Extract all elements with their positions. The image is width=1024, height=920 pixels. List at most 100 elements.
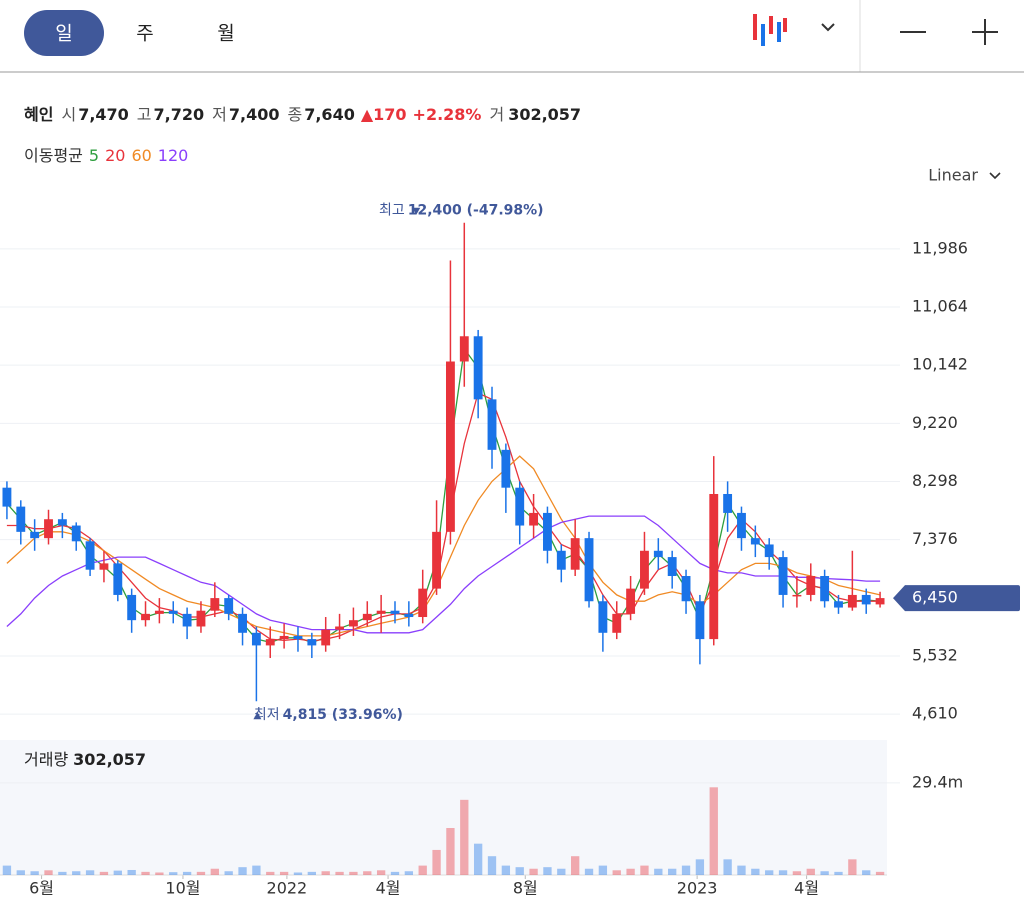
candle-body	[681, 576, 691, 602]
volume-bar	[695, 859, 705, 875]
candle-body	[626, 588, 636, 614]
info-text: 7,720	[154, 105, 205, 124]
info-text: 혜인	[24, 105, 53, 124]
candle-body	[44, 519, 53, 539]
high-marker: 최고 12,400 (-47.98%)	[379, 203, 544, 219]
volume-bar	[460, 799, 469, 875]
volume-bar	[806, 868, 815, 875]
candle-body	[362, 613, 372, 621]
volume-bar	[307, 871, 316, 875]
candle-body	[529, 512, 539, 526]
candle-body	[861, 594, 871, 605]
volume-bar	[30, 871, 39, 875]
info-text: 5	[89, 146, 99, 165]
y-tick-label: 7,376	[912, 529, 958, 548]
volume-bar	[321, 871, 330, 875]
volume-bar	[99, 871, 109, 875]
x-tick-label: 10월	[165, 879, 200, 898]
candle-body	[127, 594, 137, 621]
volume-bar	[169, 872, 178, 875]
volume-bar	[335, 871, 344, 875]
candle-body	[196, 610, 206, 627]
volume-title-text: 거래량	[24, 750, 68, 769]
candle-body	[238, 613, 247, 633]
candle-body	[99, 563, 109, 570]
volume-bar	[515, 867, 524, 875]
candle-body	[792, 594, 802, 597]
volume-bar	[709, 787, 718, 875]
scale-select[interactable]: Linear	[928, 166, 978, 185]
current-price-label: 6,450	[912, 588, 958, 607]
zoom-in[interactable]	[972, 19, 998, 45]
info-text: 7,640	[304, 105, 355, 124]
volume-bar	[792, 871, 802, 875]
volume-bar	[418, 865, 427, 875]
volume-bar	[2, 865, 12, 875]
volume-bar	[72, 871, 81, 875]
volume-bar	[723, 859, 732, 875]
volume-bar	[640, 865, 649, 875]
info-text: 고	[137, 105, 152, 124]
candle-body	[265, 639, 275, 646]
volume-bar	[224, 871, 233, 875]
candle-body	[390, 610, 400, 614]
low-marker-value: 4,815 (33.96%)	[283, 707, 403, 723]
volume-bar	[654, 868, 663, 875]
candle-body	[141, 613, 150, 621]
tab-day[interactable]: 일	[55, 23, 72, 45]
candle-body	[737, 512, 746, 539]
y-tick-label: 11,986	[912, 238, 968, 257]
volume-bar	[252, 865, 261, 875]
volume-bar	[778, 870, 788, 875]
volume-bar	[293, 872, 303, 875]
volume-bar	[834, 871, 843, 875]
candle-body	[432, 531, 442, 589]
candle-body	[584, 538, 594, 602]
candle-body	[279, 635, 289, 640]
candle-body	[640, 550, 649, 589]
info-text: 거	[489, 105, 504, 124]
tab-day-bg[interactable]	[24, 10, 104, 56]
volume-bar	[626, 868, 635, 875]
candle-body	[487, 399, 497, 450]
scale-chevron[interactable]	[989, 172, 1001, 180]
candle-body	[543, 512, 552, 551]
stock-info: 혜인 시 7,470 고 7,720 저 7,400 종 7,640 ▲170 +2.28% 거 302…	[24, 105, 581, 124]
x-tick-label: 2023	[677, 879, 718, 898]
candle-body	[168, 610, 178, 614]
tab-week[interactable]: 주	[136, 23, 153, 45]
volume-bar	[196, 871, 206, 875]
candle-body	[764, 544, 774, 558]
low-marker-arrow	[253, 712, 262, 720]
chart-type-icon[interactable]	[753, 14, 787, 46]
volume-bar	[44, 870, 53, 875]
info-text: ▲170	[361, 105, 407, 124]
candle-body	[293, 635, 303, 640]
info-text: 저	[212, 105, 227, 124]
candle-body	[806, 576, 816, 595]
volume-bar	[571, 856, 580, 875]
volume-bar	[238, 867, 247, 875]
candle-body	[445, 361, 455, 532]
candle-body	[418, 588, 428, 618]
volume-bar	[668, 868, 677, 875]
volume-bar	[584, 868, 594, 875]
candle-body	[71, 525, 81, 542]
candle-body	[501, 449, 511, 488]
candle-body	[473, 336, 483, 400]
moving-average	[6, 515, 881, 634]
volume-bar	[376, 870, 386, 875]
y-tick-label: 5,532	[912, 646, 958, 665]
info-text: 7,400	[229, 105, 280, 124]
tab-month[interactable]: 월	[217, 23, 234, 45]
volume-bar	[473, 843, 483, 875]
volume-bar	[155, 872, 164, 875]
candle-body	[598, 601, 608, 633]
chevron[interactable]	[821, 23, 835, 32]
volume-bar	[529, 868, 538, 875]
candle-body	[404, 613, 414, 618]
ma-legend: 이동평균 5 20 60 120	[24, 146, 188, 165]
x-tick-label: 4월	[376, 879, 401, 898]
y-tick-label: 8,298	[912, 471, 958, 490]
